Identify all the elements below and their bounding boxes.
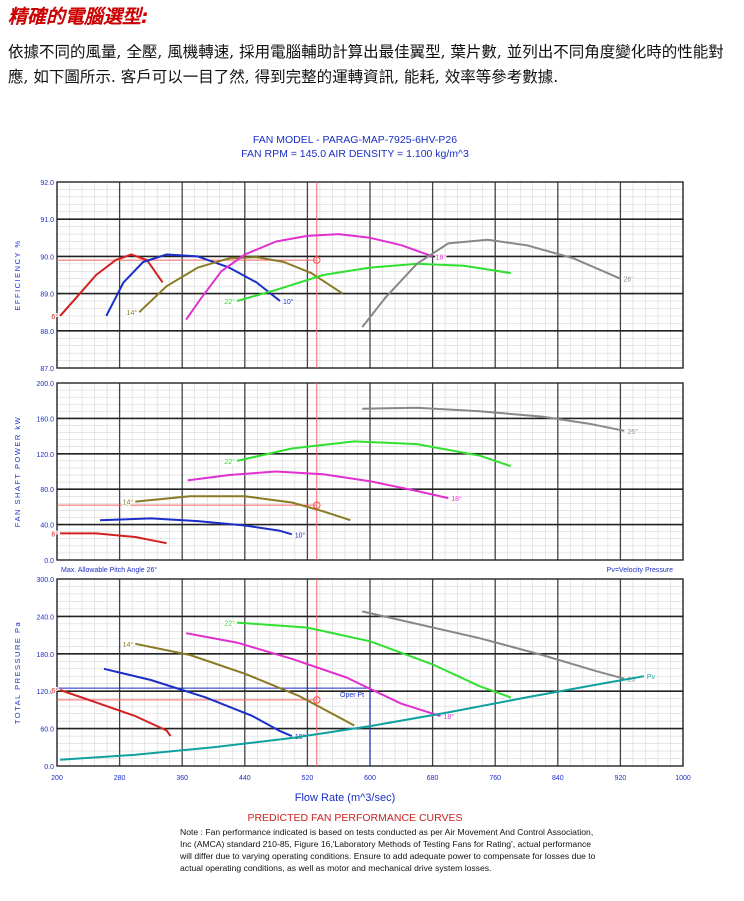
- series-line-26: [362, 406, 625, 432]
- velocity-pressure-note: Pv=Velocity Pressure: [607, 567, 673, 574]
- y-tick-label: 60.0: [40, 727, 54, 734]
- series-label: 14°: [123, 641, 134, 649]
- y-tick-label: 90.0: [40, 254, 54, 261]
- pitch-angle-note: Max. Allowable Pitch Angle 26°: [61, 566, 157, 574]
- series-line-22: [236, 621, 512, 699]
- series-line-18: [187, 470, 449, 500]
- series-label: 6°: [51, 530, 58, 538]
- operating-point-marker: [312, 696, 321, 704]
- y-tick-label: 0.0: [44, 558, 54, 565]
- pressure-panel: 300.0 240.0 180.0 120.0 60.0 0.0 TOTAL PRESSUR…: [13, 577, 684, 771]
- x-tick-label: 280: [114, 775, 126, 782]
- series-line-10: [103, 667, 293, 738]
- power-panel: 200.0 160.0 120.0 80.0 40.0 0.0 FAN SHAFT POWE…: [13, 381, 684, 574]
- series-label: 10°: [295, 531, 306, 539]
- series-label: 10°: [283, 298, 294, 306]
- x-tick-label: 200: [51, 775, 63, 782]
- x-tick-label: 840: [552, 775, 564, 782]
- y-tick-label: 87.0: [40, 366, 54, 373]
- series-label: 6°: [51, 687, 58, 695]
- chart-title: FAN MODEL - PARAG-MAP-7925-6HV-P26: [253, 134, 457, 146]
- series-line-10: [99, 517, 293, 536]
- chart-subtitle: FAN RPM = 145.0 AIR DENSITY = 1.100 kg/m…: [241, 148, 469, 160]
- series-label: 22°: [224, 458, 235, 466]
- intro-paragraph: 依據不同的風量, 全壓, 風機轉速, 採用電腦輔助計算出最佳翼型, 葉片數, 並…: [8, 43, 724, 86]
- series-label: 18°: [451, 495, 462, 503]
- series-label: 26°: [627, 428, 638, 436]
- series-label: 22°: [224, 620, 235, 628]
- power-y-label: FAN SHAFT POWER kW: [13, 416, 22, 527]
- y-tick-label: 88.0: [40, 329, 54, 336]
- page-heading: 精確的電腦選型:: [8, 6, 149, 28]
- y-tick-label: 160.0: [36, 416, 54, 423]
- series-label: 26°: [627, 676, 638, 684]
- series-line-6: [59, 689, 172, 737]
- y-tick-label: 120.0: [36, 452, 54, 459]
- series-line-velocity: [60, 675, 645, 761]
- series-label: 18°: [443, 713, 454, 721]
- series-label: 14°: [127, 309, 138, 317]
- y-tick-label: 92.0: [40, 180, 54, 187]
- y-tick-label: 89.0: [40, 292, 54, 299]
- y-tick-label: 300.0: [36, 577, 54, 584]
- x-tick-label: 760: [489, 775, 501, 782]
- series-label: 22°: [224, 298, 235, 306]
- footer-title: PREDICTED FAN PERFORMANCE CURVES: [247, 812, 462, 824]
- y-tick-label: 80.0: [40, 487, 54, 494]
- series-line-14: [135, 495, 351, 522]
- y-tick-label: 200.0: [36, 381, 54, 388]
- series-line-14: [135, 642, 355, 727]
- series-line-18: [185, 233, 433, 321]
- chart-panels: 92.0 91.0 90.0 89.0 88.0 87.0 EFFICIENCY % 6° 10…: [13, 180, 684, 771]
- y-tick-label: 0.0: [44, 764, 54, 771]
- fan-performance-chart: FAN MODEL - PARAG-MAP-7925-6HV-P26 FAN R…: [13, 134, 691, 873]
- series-line-14: [138, 256, 344, 313]
- series-line-10: [105, 253, 281, 317]
- oper-point-label: Oper Pt: [340, 692, 364, 699]
- x-tick-label: 440: [239, 775, 251, 782]
- series-label: 6°: [51, 313, 58, 321]
- x-tick-label: 600: [364, 775, 376, 782]
- series-line-18: [185, 632, 441, 718]
- y-tick-label: 40.0: [40, 523, 54, 530]
- pressure-y-label: TOTAL PRESSURE Pa: [13, 621, 22, 724]
- x-tick-label: 520: [302, 775, 314, 782]
- series-line-22: [236, 262, 511, 302]
- performance-note: Note : Fan performance indicated is base…: [180, 827, 596, 873]
- y-tick-label: 180.0: [36, 652, 54, 659]
- efficiency-y-label: EFFICIENCY %: [13, 239, 22, 310]
- x-tick-label: 360: [176, 775, 188, 782]
- series-label: Pv: [647, 674, 656, 681]
- series-line-26: [361, 238, 621, 328]
- x-axis-label: Flow Rate (m^3/sec): [295, 792, 396, 804]
- efficiency-panel: 92.0 91.0 90.0 89.0 88.0 87.0 EFFICIENCY % 6° 10…: [13, 180, 684, 373]
- efficiency-frame: [56, 181, 684, 369]
- series-line-26: [361, 610, 625, 680]
- y-tick-label: 120.0: [36, 689, 54, 696]
- y-tick-label: 91.0: [40, 217, 54, 224]
- y-tick-label: 240.0: [36, 614, 54, 621]
- x-tick-label: 920: [615, 775, 627, 782]
- x-axis: 200 280 360 440 520 600 680 760 840 920 1000: [51, 775, 691, 782]
- operating-point-marker: [312, 256, 321, 264]
- series-label: 14°: [123, 499, 134, 507]
- operating-point-marker: [312, 501, 321, 509]
- series-line-6: [60, 532, 167, 545]
- x-tick-label: 680: [427, 775, 439, 782]
- note-container: Note : Fan performance indicated is base…: [180, 827, 596, 873]
- power-frame: [56, 382, 684, 561]
- series-label: 18°: [436, 253, 447, 261]
- series-label: 26°: [623, 276, 634, 284]
- series-line-22: [236, 440, 512, 468]
- x-tick-label: 1000: [675, 775, 691, 782]
